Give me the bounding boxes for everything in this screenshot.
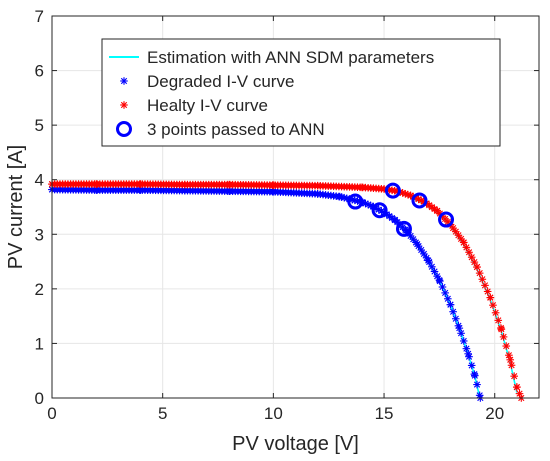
y-tick-label: 4: [35, 171, 44, 190]
y-tick-label: 3: [35, 225, 44, 244]
star-marker: [455, 324, 464, 332]
legend-star-swatch: [120, 101, 128, 109]
star-marker: [313, 190, 322, 198]
y-tick-label: 0: [35, 389, 44, 408]
x-tick-label: 20: [485, 404, 504, 423]
legend-label: Estimation with ANN SDM parameters: [147, 48, 434, 67]
axes-box: [51, 15, 540, 399]
star-marker: [451, 314, 460, 323]
ann-point-marker: [384, 182, 401, 199]
ann-point-marker: [347, 193, 364, 210]
star-marker: [459, 238, 468, 247]
star-marker: [424, 256, 433, 265]
star-marker: [358, 183, 366, 192]
star-marker: [483, 287, 492, 296]
star-marker: [494, 316, 503, 325]
star-marker: [462, 344, 471, 353]
ann-point-marker: [371, 202, 388, 219]
star-marker: [473, 380, 481, 389]
star-marker: [478, 275, 487, 284]
star-marker: [451, 227, 460, 236]
star-marker: [486, 293, 495, 302]
star-marker: [438, 283, 447, 291]
ticks: 0 5 10 15 20 0 1 2 3 4 5 6 7: [35, 7, 539, 423]
star-marker: [506, 356, 515, 364]
star-marker: [481, 281, 489, 290]
star-marker: [313, 181, 322, 190]
star-marker: [441, 289, 449, 297]
y-tick-label: 2: [35, 280, 44, 299]
star-marker: [181, 180, 189, 189]
star-marker: [433, 207, 441, 215]
star-marker: [491, 308, 500, 317]
star-marker: [475, 269, 484, 277]
ann-point-marker: [438, 211, 455, 228]
star-marker: [335, 192, 344, 201]
legend-label: Healty I-V curve: [147, 96, 268, 115]
star-marker: [473, 263, 481, 271]
star-marker: [446, 300, 455, 309]
degraded-series: [48, 185, 485, 402]
x-tick-label: 0: [47, 404, 56, 423]
star-marker: [507, 361, 516, 370]
ann-point-marker: [411, 192, 428, 209]
y-tick-label: 6: [35, 62, 44, 81]
x-axis-label: PV voltage [V]: [232, 433, 359, 455]
legend-label: 3 points passed to ANN: [147, 120, 325, 139]
legend-label: Degraded I-V curve: [147, 72, 294, 91]
star-marker: [136, 186, 145, 194]
star-marker: [92, 180, 101, 188]
star-marker: [464, 349, 472, 358]
legend: Estimation with ANN SDM parameters Degrad…: [101, 38, 501, 147]
star-marker: [435, 276, 444, 284]
star-marker: [225, 180, 233, 189]
star-marker: [225, 187, 233, 195]
y-tick-label: 1: [35, 334, 44, 353]
star-marker: [499, 333, 508, 341]
ann-point-marker: [395, 220, 412, 237]
star-marker: [136, 180, 145, 188]
star-marker: [465, 248, 473, 257]
y-axis-label: PV current [A]: [5, 145, 27, 270]
x-tick-label: 15: [375, 404, 394, 423]
star-marker: [513, 383, 521, 391]
star-marker: [391, 216, 399, 224]
star-marker: [430, 267, 439, 276]
star-marker: [417, 246, 426, 254]
x-tick-label: 10: [264, 404, 283, 423]
healthy-series: [48, 180, 526, 402]
star-marker: [413, 240, 422, 248]
star-marker: [471, 371, 479, 380]
x-tick-label: 5: [158, 404, 167, 423]
star-marker: [489, 301, 497, 309]
star-marker: [459, 337, 468, 345]
legend-circle-swatch: [116, 121, 132, 137]
star-marker: [269, 187, 278, 196]
plot-series: [48, 180, 526, 402]
star-marker: [420, 250, 428, 258]
legend-star-swatch: [120, 77, 128, 85]
star-marker: [269, 181, 278, 189]
star-marker: [467, 361, 476, 370]
star-marker: [510, 372, 519, 380]
star-marker: [443, 294, 452, 303]
star-marker: [497, 325, 506, 334]
star-marker: [502, 342, 511, 350]
star-marker: [449, 307, 457, 316]
y-tick-label: 5: [35, 116, 44, 135]
y-tick-label: 7: [35, 7, 44, 26]
legend-box: [101, 38, 501, 147]
